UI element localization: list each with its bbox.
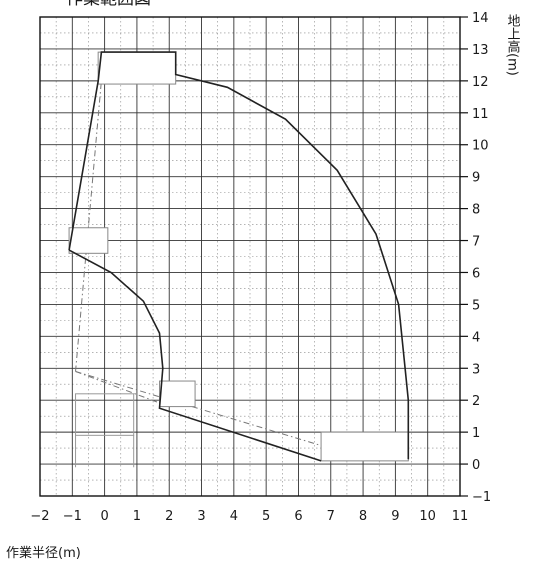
platform-reach xyxy=(320,431,409,462)
x-tick-label: 10 xyxy=(419,509,436,524)
y-tick-label: 1 xyxy=(472,426,480,441)
y-tick-label: 14 xyxy=(472,11,489,26)
platform-top xyxy=(97,51,177,85)
y-tick-label: 0 xyxy=(472,458,480,473)
x-tick-label: 6 xyxy=(294,509,302,524)
boom-mid xyxy=(75,370,170,408)
y-tick-label: 13 xyxy=(472,43,489,58)
x-tick-label: 2 xyxy=(165,509,173,524)
y-tick-label: 6 xyxy=(472,266,480,281)
x-tick-label: −1 xyxy=(63,509,82,524)
y-tick-label: 4 xyxy=(472,330,480,345)
series-outer-envelope xyxy=(68,51,410,460)
x-tick-label: 8 xyxy=(359,509,367,524)
x-tick-label: 11 xyxy=(452,509,469,524)
machine-drawing xyxy=(68,51,409,468)
y-tick-label: 12 xyxy=(472,75,489,90)
platform-left xyxy=(68,227,109,254)
series-inner-envelope xyxy=(68,249,322,462)
x-tick-label: 0 xyxy=(100,509,108,524)
x-tick-label: 9 xyxy=(391,509,399,524)
x-tick-label: 1 xyxy=(133,509,141,524)
x-tick-label: −2 xyxy=(30,509,49,524)
x-tick-label: 5 xyxy=(262,509,270,524)
y-tick-label: 7 xyxy=(472,235,480,250)
platform-low xyxy=(159,380,196,408)
y-tick-label: 10 xyxy=(472,139,489,154)
boom-vertical xyxy=(75,80,102,372)
y-axis-title: 地上高(m) xyxy=(505,14,521,76)
chart-title: 作業範囲図 xyxy=(66,0,151,9)
y-tick-label: 3 xyxy=(472,362,480,377)
y-tick-label: 5 xyxy=(472,298,480,313)
x-tick-label: 7 xyxy=(327,509,335,524)
plot-frame xyxy=(39,16,461,497)
y-tick-label: 8 xyxy=(472,203,480,218)
x-tick-labels: −2 −1 0 1 2 3 4 5 6 7 8 9 10 11 xyxy=(30,509,468,524)
truck-body xyxy=(75,393,135,436)
x-tick-label: 3 xyxy=(197,509,205,524)
minor-gridlines xyxy=(40,17,460,496)
y-tick-label: 11 xyxy=(472,107,489,122)
y-tick-label: −1 xyxy=(472,490,491,505)
x-tick-label: 4 xyxy=(230,509,238,524)
boom-horizontal xyxy=(75,370,325,447)
y-tick-label: 9 xyxy=(472,171,480,186)
x-axis-title: 作業半径(m) xyxy=(6,545,81,561)
y-tick-label: 2 xyxy=(472,394,480,409)
envelope-series xyxy=(68,51,410,462)
